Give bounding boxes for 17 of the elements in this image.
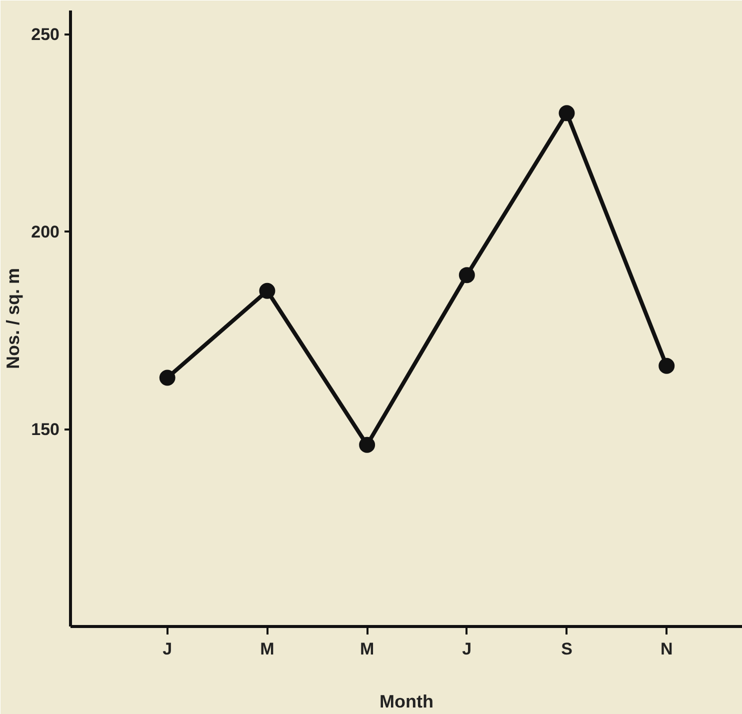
point [159, 370, 176, 386]
y-axis-title: Nos. / sq. m [3, 268, 24, 370]
x-tick-label: S [561, 640, 572, 658]
point [458, 267, 475, 284]
point [359, 436, 376, 453]
y-tick-label: 150 [31, 420, 60, 440]
x-tick-label: M [260, 640, 274, 658]
y-tick-label: 250 [31, 25, 60, 44]
x-tick-label: M [360, 640, 374, 658]
x-tick-label: N [660, 640, 673, 658]
y-tick-label: 200 [31, 222, 60, 242]
x-tick-label: J [462, 640, 472, 658]
point [259, 282, 276, 299]
point [658, 358, 675, 374]
point [558, 105, 575, 122]
x-axis-title: Month [380, 692, 434, 712]
x-tick-label: J [162, 640, 172, 658]
